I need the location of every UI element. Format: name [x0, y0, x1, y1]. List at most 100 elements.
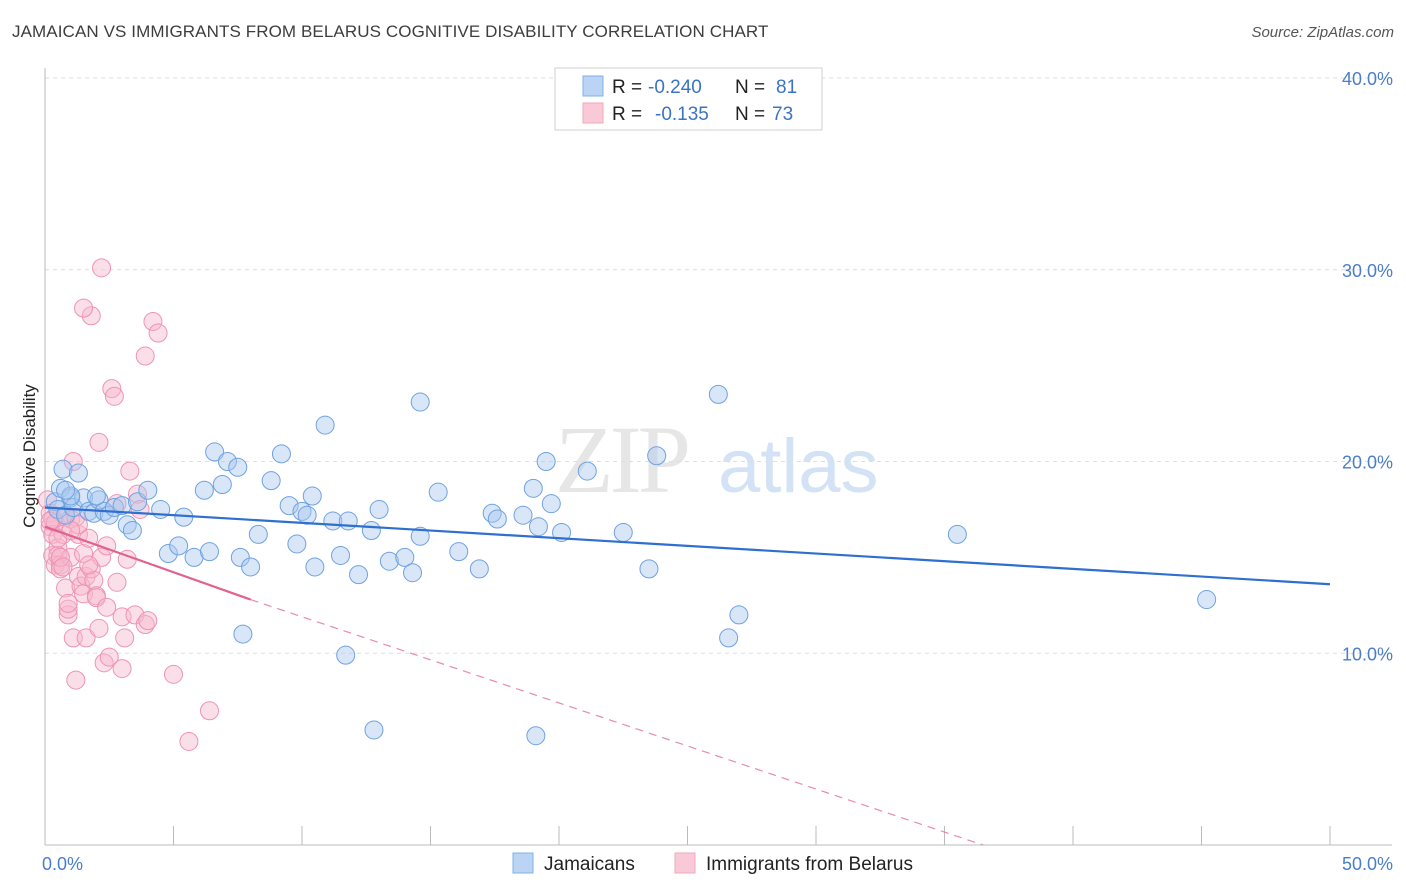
belarus-point: [128, 484, 148, 504]
jamaican-point: [338, 511, 358, 531]
jamaican-point: [117, 515, 137, 535]
belarus-point: [76, 628, 96, 648]
jamaican-point: [552, 522, 572, 542]
belarus-trend-line: [44, 525, 251, 601]
legend-r-value-1: -0.240: [648, 77, 702, 98]
jamaican-point: [349, 565, 369, 585]
belarus-point: [120, 461, 140, 481]
bottom-legend-swatch-jamaicans: [512, 852, 534, 874]
belarus-point: [164, 664, 183, 684]
belarus-point: [81, 306, 101, 326]
belarus-point: [102, 379, 122, 399]
jamaican-point: [364, 720, 384, 740]
jamaican-point: [336, 645, 356, 665]
belarus-point: [199, 701, 219, 721]
jamaican-point: [112, 496, 132, 516]
belarus-point: [63, 452, 83, 471]
trend-lines: [44, 506, 1331, 846]
jamaican-point: [61, 486, 81, 506]
y-axis-title: Cognitive Disability: [20, 384, 39, 528]
legend-n-label-2: N =: [735, 104, 765, 125]
jamaican-point: [287, 534, 307, 554]
jamaican-point: [719, 628, 739, 648]
jamaican-point: [230, 547, 250, 567]
belarus-point: [148, 323, 168, 343]
belarus-point: [61, 547, 81, 567]
y-tick-label: 10.0%: [1342, 644, 1393, 664]
belarus-point: [74, 544, 94, 564]
jamaican-point: [122, 521, 142, 541]
jamaican-point: [487, 509, 507, 529]
jamaican-point: [526, 726, 546, 746]
jamaican-point: [279, 496, 299, 516]
jamaican-point: [53, 459, 73, 479]
belarus-point: [179, 731, 199, 751]
belarus-point: [89, 432, 109, 452]
jamaican-point: [541, 494, 561, 514]
watermark-zip: ZIP: [555, 406, 688, 513]
jamaican-point: [513, 505, 533, 525]
bottom-legend-swatch-belarus: [674, 852, 696, 874]
belarus-point: [53, 557, 73, 577]
legend-r-value-2: -0.135: [655, 104, 709, 125]
chart-title: JAMAICAN VS IMMIGRANTS FROM BELARUS COGN…: [12, 22, 769, 41]
jamaican-point: [361, 521, 381, 541]
jamaican-trend-line: [44, 506, 1331, 586]
belarus-point: [92, 258, 112, 278]
jamaican-point: [379, 551, 399, 571]
source-label: Source: ZipAtlas.com: [1251, 24, 1394, 41]
belarus-point: [58, 593, 78, 613]
belarus-point: [138, 611, 158, 631]
y-tick-label: 20.0%: [1342, 453, 1393, 473]
belarus-point: [135, 346, 155, 366]
jamaican-point: [410, 392, 430, 412]
belarus-point: [115, 628, 135, 648]
jamaican-point: [613, 522, 633, 542]
jamaican-point: [331, 545, 351, 565]
jamaican-point: [395, 547, 415, 567]
jamaican-point: [248, 524, 268, 544]
jamaican-point: [63, 498, 83, 518]
jamaican-point: [56, 480, 76, 500]
jamaican-point: [469, 559, 489, 579]
jamaican-point: [647, 446, 667, 466]
jamaican-point: [523, 478, 543, 498]
y-tick-label: 30.0%: [1342, 261, 1393, 281]
legend-r-label-2: R =: [612, 104, 642, 125]
jamaican-points: [45, 384, 1217, 746]
jamaican-point: [68, 463, 88, 483]
y-tick-label: 40.0%: [1342, 69, 1393, 89]
jamaican-point: [302, 486, 322, 506]
jamaican-point: [169, 536, 189, 556]
jamaican-point: [292, 501, 312, 521]
belarus-point: [143, 312, 163, 332]
jamaican-point: [86, 486, 106, 506]
jamaican-point: [369, 499, 389, 519]
jamaican-point: [449, 542, 469, 562]
jamaican-point: [233, 624, 253, 644]
series-legend: Jamaicans Immigrants from Belarus: [512, 852, 913, 875]
legend-swatch-belarus: [582, 102, 604, 124]
jamaican-point: [729, 605, 749, 625]
jamaican-point: [410, 526, 430, 546]
legend-n-value-1: 81: [776, 77, 797, 98]
belarus-point: [86, 588, 106, 608]
belarus-trend-extension: [250, 598, 984, 846]
jamaican-point: [212, 475, 232, 495]
belarus-point: [74, 298, 94, 318]
jamaican-point: [241, 557, 261, 577]
legend-n-value-2: 73: [772, 104, 793, 125]
jamaican-point: [271, 444, 291, 464]
belarus-point: [79, 555, 99, 575]
belarus-point: [99, 647, 119, 667]
belarus-points: [38, 258, 219, 751]
jamaican-point: [261, 471, 281, 491]
legend-swatch-jamaicans: [582, 75, 604, 97]
jamaican-point: [403, 563, 423, 583]
jamaican-point: [297, 505, 317, 525]
jamaican-point: [708, 384, 728, 404]
x-tick-label-max: 50.0%: [1342, 854, 1393, 874]
stats-legend: R = -0.240 N = 81 R = -0.135 N = 73: [554, 67, 823, 131]
belarus-point: [71, 576, 91, 596]
